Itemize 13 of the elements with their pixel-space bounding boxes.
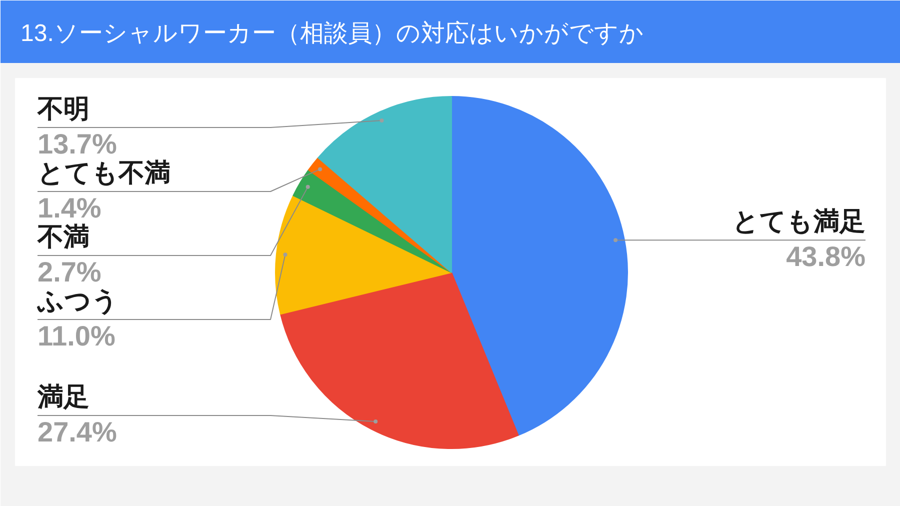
slice-label: とても満足: [732, 206, 866, 236]
slice-label: 不明: [36, 94, 90, 124]
slice-label: 不満: [36, 222, 90, 252]
data-label: 43.8%: [786, 241, 866, 272]
slice-label: とても不満: [38, 158, 170, 188]
slice-label: ふつう: [36, 286, 118, 316]
data-label: 27.4%: [38, 416, 117, 448]
chart-title: 13.ソーシャルワーカー（相談員）の対応はいかがですか: [20, 20, 644, 47]
data-label: 11.0%: [38, 320, 116, 352]
slice-label: 満足: [36, 382, 90, 412]
data-label: 13.7%: [38, 128, 117, 160]
data-label: 1.4%: [38, 192, 102, 224]
data-label: 2.7%: [38, 256, 102, 288]
